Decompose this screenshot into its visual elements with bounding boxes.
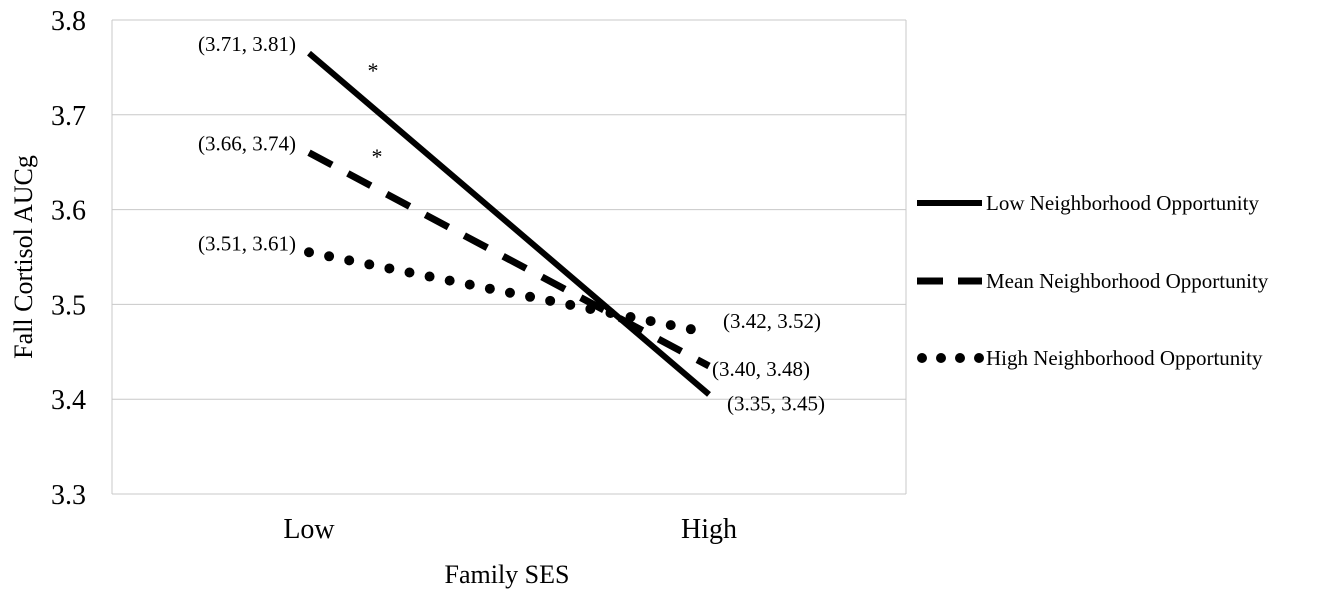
series-line-dotted: [304, 247, 714, 338]
y-tick-label: 3.4: [51, 385, 86, 416]
y-axis-title: Fall Cortisol AUCg: [9, 155, 38, 359]
x-axis-ticks: Low High: [283, 514, 737, 545]
data-label: (3.35, 3.45): [727, 391, 825, 415]
y-tick-label: 3.6: [51, 196, 86, 227]
series-line-dashed: [307, 149, 711, 370]
y-axis-ticks: 3.3 3.4 3.5 3.6 3.7 3.8: [51, 6, 86, 511]
y-tick-label: 3.7: [51, 101, 86, 132]
x-axis-title: Family SES: [445, 560, 570, 589]
legend: Low Neighborhood Opportunity Mean Neighbo…: [917, 191, 1269, 370]
data-label: (3.40, 3.48): [712, 357, 810, 381]
gridlines: [111, 19, 907, 495]
data-label: (3.66, 3.74): [198, 132, 296, 156]
legend-label: Mean Neighborhood Opportunity: [986, 269, 1269, 293]
series-line-solid: [307, 50, 711, 397]
significance-star: *: [372, 144, 383, 169]
x-tick-label: High: [681, 514, 737, 545]
data-label: (3.42, 3.52): [723, 309, 821, 333]
data-labels: (3.71, 3.81) (3.35, 3.45) * (3.66, 3.74) (3.…: [198, 32, 825, 415]
x-tick-label: Low: [283, 514, 335, 545]
series-lines: [304, 50, 714, 397]
y-tick-label: 3.5: [51, 290, 86, 321]
legend-label: High Neighborhood Opportunity: [986, 346, 1263, 370]
y-tick-label: 3.8: [51, 6, 86, 37]
y-tick-label: 3.3: [51, 480, 86, 511]
significance-star: *: [368, 58, 379, 83]
legend-label: Low Neighborhood Opportunity: [986, 191, 1259, 215]
data-label: (3.51, 3.61): [198, 231, 296, 255]
data-label: (3.71, 3.81): [198, 32, 296, 56]
